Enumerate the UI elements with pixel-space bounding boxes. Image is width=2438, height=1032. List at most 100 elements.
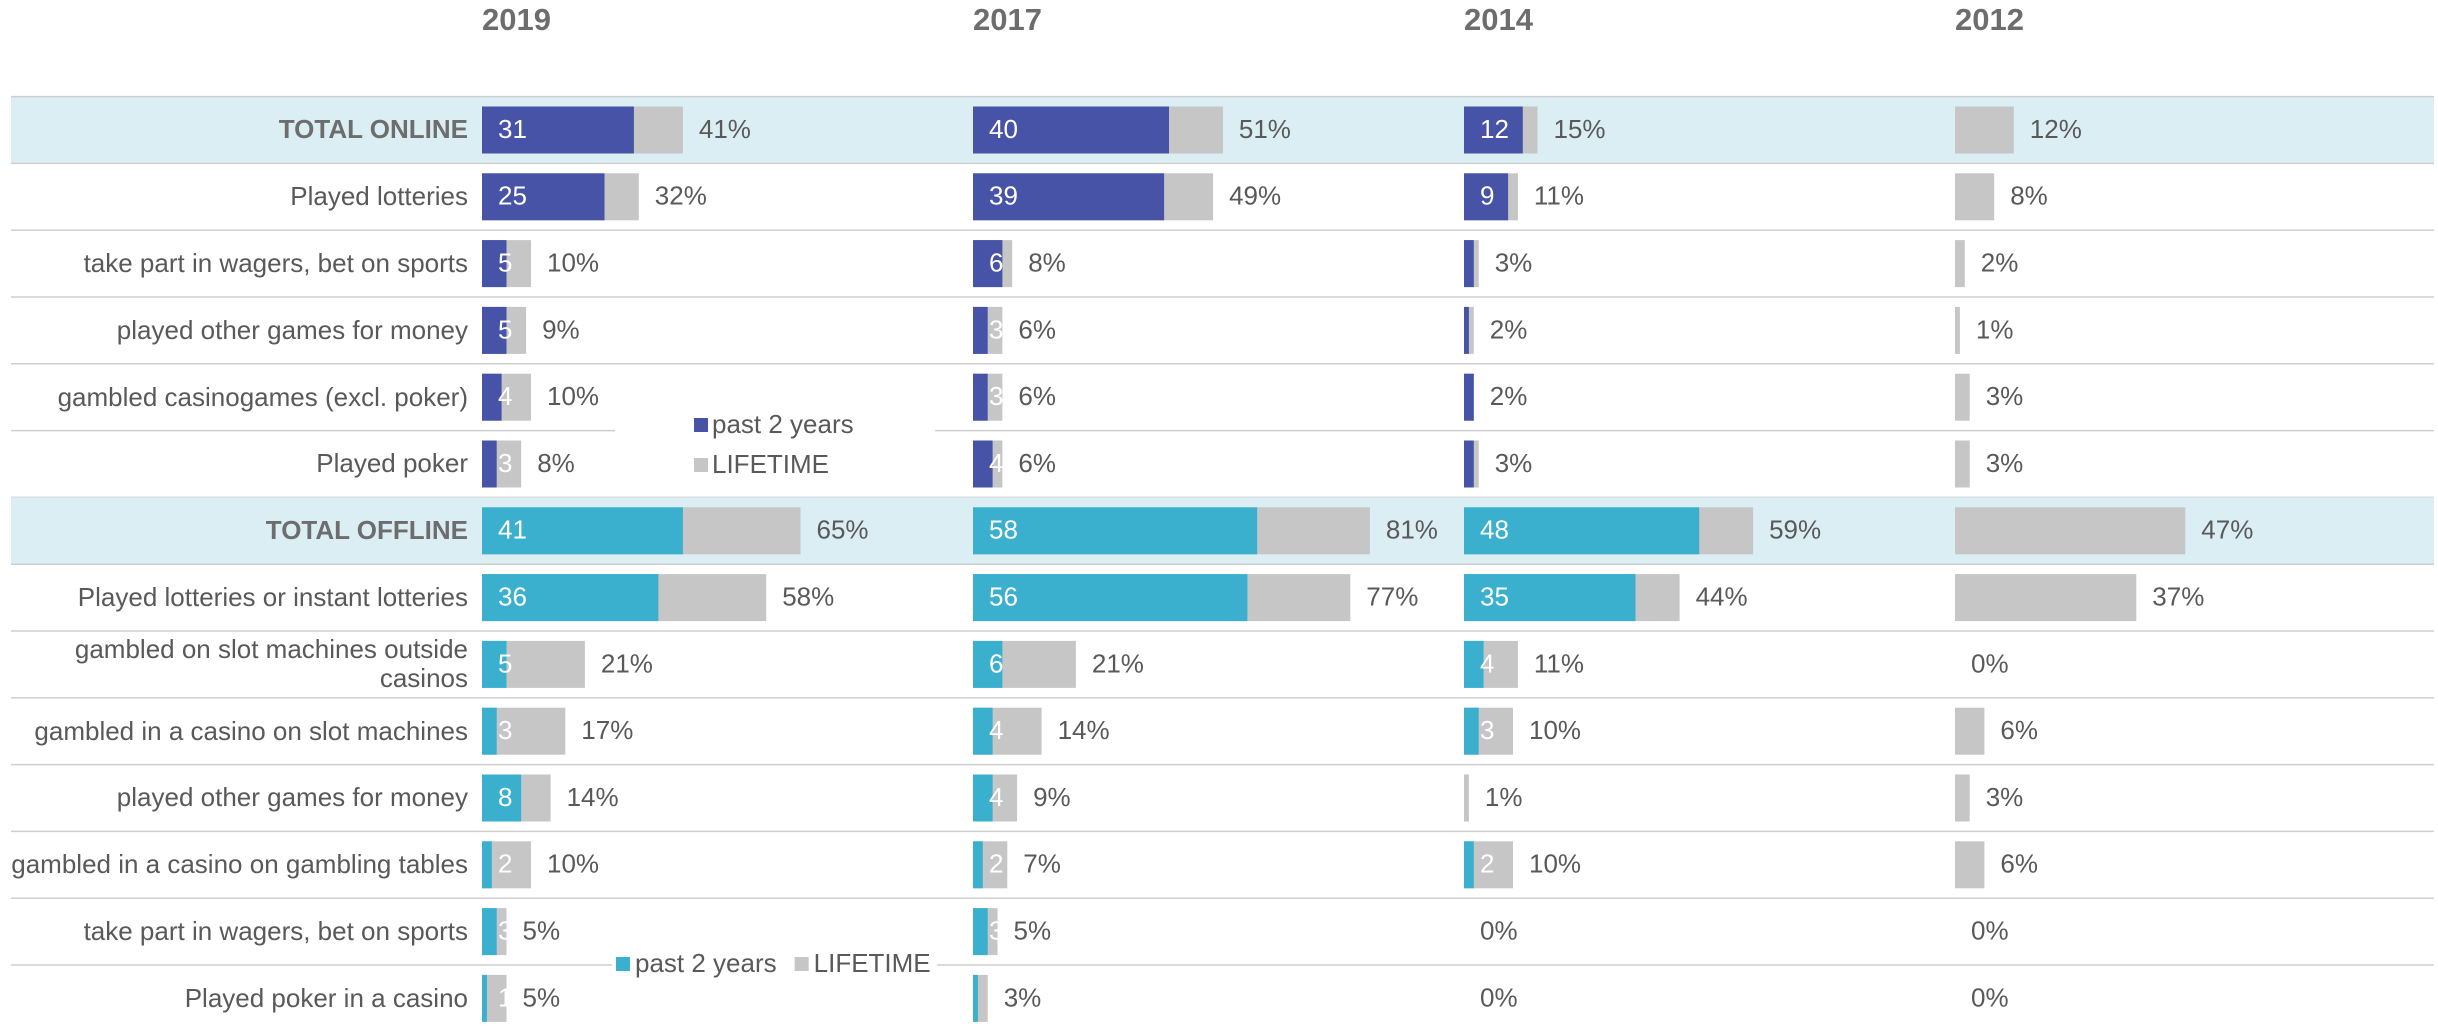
category-label: TOTAL OFFLINE [265,515,468,546]
past-2-years-bar [482,440,497,488]
lifetime-value-label: 14% [1058,715,1110,745]
lifetime-bar [1955,774,1970,822]
lifetime-value-label: 3% [1986,448,2024,478]
past-2-years-bar [973,908,988,956]
category-label: Played lotteries [290,181,468,212]
lifetime-value-label: 8% [537,448,575,478]
past-2-years-bar [973,507,1258,555]
lifetime-value-label: 0% [1480,982,1518,1012]
lifetime-value-label: 10% [1529,715,1581,745]
lifetime-value-label: 9% [542,314,580,344]
bar-value-label: 2 [498,849,512,879]
past-2-years-bar [1464,106,1523,154]
lifetime-bar [1955,507,2186,555]
category-label: Played poker [316,448,468,479]
lifetime-value-label: 5% [523,915,561,945]
category-label: played other games for money [116,314,468,345]
past-2-years-bar [973,774,993,822]
lifetime-bar [1955,373,1970,421]
lifetime-value-label: 49% [1229,181,1281,211]
lifetime-value-label: 0% [1971,648,2009,678]
panel-title: 2012 [1955,2,2024,37]
past-2-years-bar [1464,440,1474,488]
bar-value-label: 36 [498,581,527,611]
bar-value-label: 48 [1480,515,1509,545]
past-2-years-bar [1464,373,1474,421]
past-2-years-bar [482,908,497,956]
lifetime-value-label: 1% [1485,782,1523,812]
lifetime-value-label: 10% [547,247,599,277]
lifetime-value-label: 3% [1495,448,1533,478]
past-2-years-bar [1464,240,1474,288]
lifetime-value-label: 1% [1976,314,2014,344]
lifetime-value-label: 9% [1033,782,1071,812]
label-layer: 41%32%10%9%10%8%51%49%8%6%6%6%15%11%3%2%… [498,114,2253,1012]
past-2-years-bar [973,173,1165,221]
past-2-years-bar [973,440,993,488]
bar-value-label: 31 [498,114,527,144]
past-2-years-bar [1464,841,1474,889]
bar-value-label: 39 [989,181,1018,211]
bar-value-label: 2 [1480,849,1494,879]
bar-value-label: 5 [498,648,512,678]
lifetime-bar [1955,841,1985,889]
bar-value-label: 3 [498,715,512,745]
bar-value-label: 35 [1480,581,1509,611]
bar-value-label: 12 [1480,114,1509,144]
lifetime-value-label: 21% [601,648,653,678]
lifetime-value-label: 2% [1490,381,1528,411]
lifetime-value-label: 59% [1769,515,1821,545]
lifetime-bar [1955,306,1960,354]
lifetime-value-label: 77% [1366,581,1418,611]
panel-title: 2014 [1464,2,1534,37]
past-2-years-bar [482,640,507,688]
legend-background [612,944,937,984]
lifetime-bar [1955,574,2137,622]
lifetime-value-label: 11% [1534,648,1584,678]
lifetime-value-label: 3% [1986,782,2024,812]
lifetime-value-label: 15% [1554,114,1606,144]
lifetime-value-label: 81% [1386,515,1438,545]
category-label: TOTAL ONLINE [278,114,468,145]
lifetime-value-label: 10% [547,849,599,879]
legend-label: LIFETIME [814,948,931,978]
lifetime-value-label: 51% [1239,114,1291,144]
lifetime-value-label: 6% [2000,715,2038,745]
bar-value-label: 5 [498,247,512,277]
past-2-years-bar [973,373,988,421]
past-2-years-bar [1464,507,1700,555]
lifetime-value-label: 2% [1981,247,2019,277]
lifetime-bar [1955,173,1995,221]
lifetime-value-label: 3% [1986,381,2024,411]
category-label: gambled in a casino on slot machines [34,715,468,746]
lifetime-bar [1955,106,2014,154]
bar-value-label: 4 [989,782,1003,812]
bar-value-label: 5 [498,314,512,344]
category-label: Played poker in a casino [184,982,468,1013]
bar-value-label: 3 [989,915,1003,945]
past-2-years-bar [482,306,507,354]
lifetime-value-label: 47% [2201,515,2253,545]
bar-value-label: 8 [498,782,512,812]
past-2-years-bar [482,173,605,221]
past-2-years-bar [482,507,683,555]
past-2-years-bar [973,306,988,354]
legend-label: past 2 years [635,948,777,978]
lifetime-value-label: 65% [817,515,869,545]
past-2-years-bar [973,974,978,1022]
lifetime-value-label: 12% [2030,114,2082,144]
lifetime-value-label: 41% [699,114,751,144]
panel-title: 2017 [973,2,1042,37]
lifetime-bar [1955,240,1965,288]
lifetime-value-label: 32% [655,181,707,211]
lifetime-bar [1955,707,1985,755]
lifetime-value-label: 6% [1018,314,1056,344]
bar-value-label: 56 [989,581,1018,611]
bar-value-label: 25 [498,181,527,211]
lifetime-value-label: 0% [1480,915,1518,945]
bar-value-label: 4 [989,448,1003,478]
lifetime-value-label: 21% [1092,648,1144,678]
bar-value-label: 3 [989,314,1003,344]
lifetime-bar [1464,774,1469,822]
